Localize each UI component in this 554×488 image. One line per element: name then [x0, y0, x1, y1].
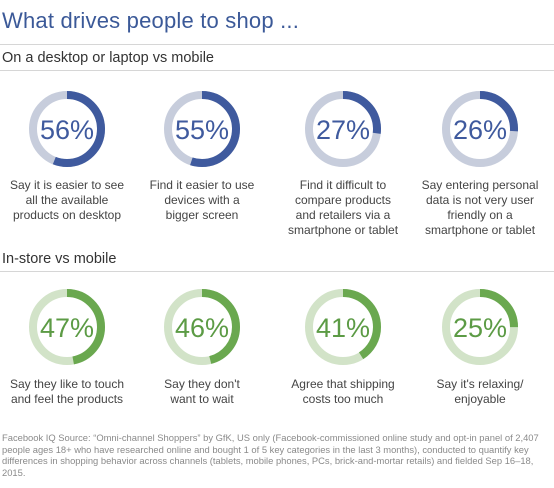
section-heading-instore: In-store vs mobile [2, 251, 117, 267]
caption-line: devices with a [164, 193, 240, 207]
caption-line: Say they don't [164, 377, 240, 391]
donut-1-2: 41% [305, 289, 381, 365]
donut-value-arc [442, 91, 518, 167]
caption-line: all the available [25, 193, 109, 207]
donut-caption: Say it's relaxing/enjoyable [415, 377, 545, 407]
caption-line: Say entering personal [421, 178, 539, 192]
section-divider-desktop [0, 70, 554, 71]
donut-1-0: 47% [29, 289, 105, 365]
caption-line: compare products [294, 193, 392, 207]
caption-line: friendly on a [447, 208, 513, 222]
donut-value-arc [305, 289, 381, 365]
donut-value-arc [164, 91, 240, 167]
donut-percent-label: 46% [175, 313, 229, 343]
page-title: What drives people to shop ... [2, 8, 300, 33]
caption-line: Find it difficult to [299, 178, 387, 192]
source-footnote: Facebook IQ Source: “Omni-channel Shoppe… [2, 432, 539, 478]
caption-line: Say they like to touch [9, 377, 125, 391]
title-divider [0, 44, 554, 45]
donut-value-arc [305, 91, 381, 167]
donut-0-0: 56% [29, 91, 105, 167]
donut-caption: Agree that shipping costs too much [278, 377, 408, 407]
caption-line: want to wait [170, 392, 234, 406]
donut-1-3: 25% [442, 289, 518, 365]
donut-0-2: 27% [305, 91, 381, 167]
caption-line: data is not very user [425, 193, 535, 207]
caption-line: and feel the products [10, 392, 124, 406]
caption-line: bigger screen [165, 208, 239, 222]
caption-line: Say it's relaxing/ [436, 377, 524, 391]
donut-value-arc [29, 289, 105, 365]
donut-0-1: 55% [164, 91, 240, 167]
donut-caption: Say entering personal data is not very us… [415, 178, 545, 238]
caption-line: enjoyable [454, 392, 506, 406]
donut-percent-label: 26% [453, 115, 507, 145]
caption-line: products on desktop [12, 208, 122, 222]
caption-line: Agree that shipping [291, 377, 395, 391]
caption-line: smartphone or tablet [424, 223, 536, 237]
section-divider-instore [0, 271, 554, 272]
donut-charts: 56% 55% 27% 26% 47% 46% 41% 25% [29, 91, 518, 365]
donut-percent-label: 47% [40, 313, 94, 343]
donut-value-arc [164, 289, 240, 365]
caption-line: costs too much [302, 392, 384, 406]
section-heading-desktop: On a desktop or laptop vs mobile [2, 50, 214, 66]
donut-value-arc [442, 289, 518, 365]
donut-caption: Say it is easier to see all the available… [2, 178, 132, 223]
donut-percent-label: 41% [316, 313, 370, 343]
donut-value-arc [29, 91, 105, 167]
caption-line: smartphone or tablet [287, 223, 399, 237]
donut-percent-label: 25% [453, 313, 507, 343]
donut-percent-label: 27% [316, 115, 370, 145]
caption-line: and retailers via a [295, 208, 391, 222]
donut-caption: Say they like to touch and feel the produ… [2, 377, 132, 407]
donut-1-1: 46% [164, 289, 240, 365]
donut-caption: Find it difficult to compare products and … [278, 178, 408, 238]
donut-caption: Say they don't want to wait [137, 377, 267, 407]
donut-percent-label: 55% [175, 115, 229, 145]
donut-caption: Find it easier to use devices with a bigge… [137, 178, 267, 223]
donut-0-3: 26% [442, 91, 518, 167]
donut-percent-label: 56% [40, 115, 94, 145]
caption-line: Say it is easier to see [9, 178, 125, 192]
caption-line: Find it easier to use [149, 178, 255, 192]
